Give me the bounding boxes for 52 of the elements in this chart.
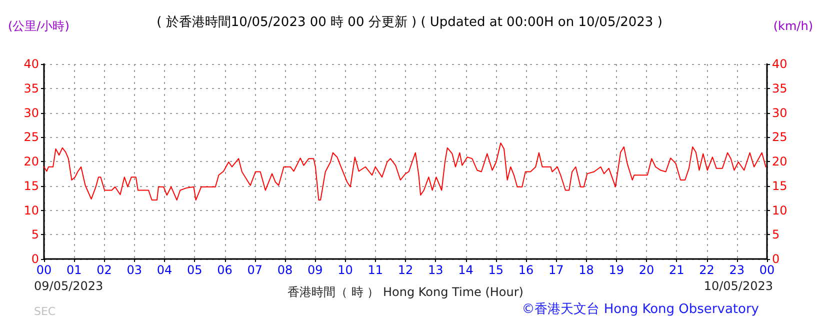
x-tick-label: 12 [398,263,414,277]
x-tick-label: 00 [759,263,775,277]
x-tick-label: 15 [488,263,504,277]
y2-tick-label: 20 [772,154,788,168]
y-tick-label: 35 [24,81,39,96]
y2-tick-label: 15 [772,178,788,193]
text: 10/05/2023 [704,279,774,293]
x-tick-label: 09 [307,263,323,277]
y-tick-label: 20 [24,154,39,168]
x-tick-label: 18 [578,263,594,277]
x-tick-label: 20 [638,263,654,277]
x-tick-label: 06 [217,263,232,277]
x-tick-label: 07 [247,263,263,277]
x-tick-label: 00 [36,263,52,277]
x-tick-label: 22 [699,263,714,277]
text: ©香港天文台 Hong Kong Observatory [522,302,760,317]
x-tick-label: 05 [186,263,202,277]
x-tick-label: 19 [608,263,624,277]
y2-tick-label: 10 [772,203,788,218]
x-tick-label: 16 [518,263,534,277]
x-tick-label: 04 [156,263,172,277]
y-axis-title: (公里/小時) [8,19,70,33]
y-tick-label: 30 [24,106,39,120]
x-tick-label: 23 [729,263,745,277]
y2-tick-label: 40 [772,57,788,71]
y2-tick-label: 5 [772,228,780,242]
x-tick-label: 03 [126,263,142,277]
text: SEC [34,305,56,318]
x-tick-label: 02 [96,263,112,277]
x-axis-title: 香港時間（ 時 ） Hong Kong Time (Hour) [288,285,524,299]
x-tick-label: 08 [277,263,293,277]
text: 09/05/2023 [34,279,104,293]
y-tick-label: 5 [31,228,39,242]
x-tick-label: 01 [66,263,82,277]
y2-tick-label: 30 [772,106,788,120]
y-tick-label: 10 [24,203,39,218]
x-tick-label: 10 [338,263,353,277]
x-tick-label: 17 [548,263,564,277]
y-tick-label: 40 [24,57,39,71]
x-tick-label: 13 [428,263,444,277]
y-tick-label: 25 [24,130,39,144]
y-tick-label: 15 [24,178,39,193]
y2-tick-label: 25 [772,130,788,144]
y2-tick-label: 0 [772,252,780,266]
line-series [44,142,766,201]
y2-tick-label: 35 [772,81,788,96]
y-tick-label: 0 [31,252,39,266]
x-tick-label: 21 [668,263,684,277]
chart-title: ( 於香港時間10/05/2023 00 時 00 分更新 ) ( Updated at 00:00H on 10/05/2023 ) [156,15,662,30]
x-tick-label: 11 [368,263,384,277]
y2-axis-title: (km/h) [773,19,814,33]
x-tick-label: 14 [458,263,474,277]
